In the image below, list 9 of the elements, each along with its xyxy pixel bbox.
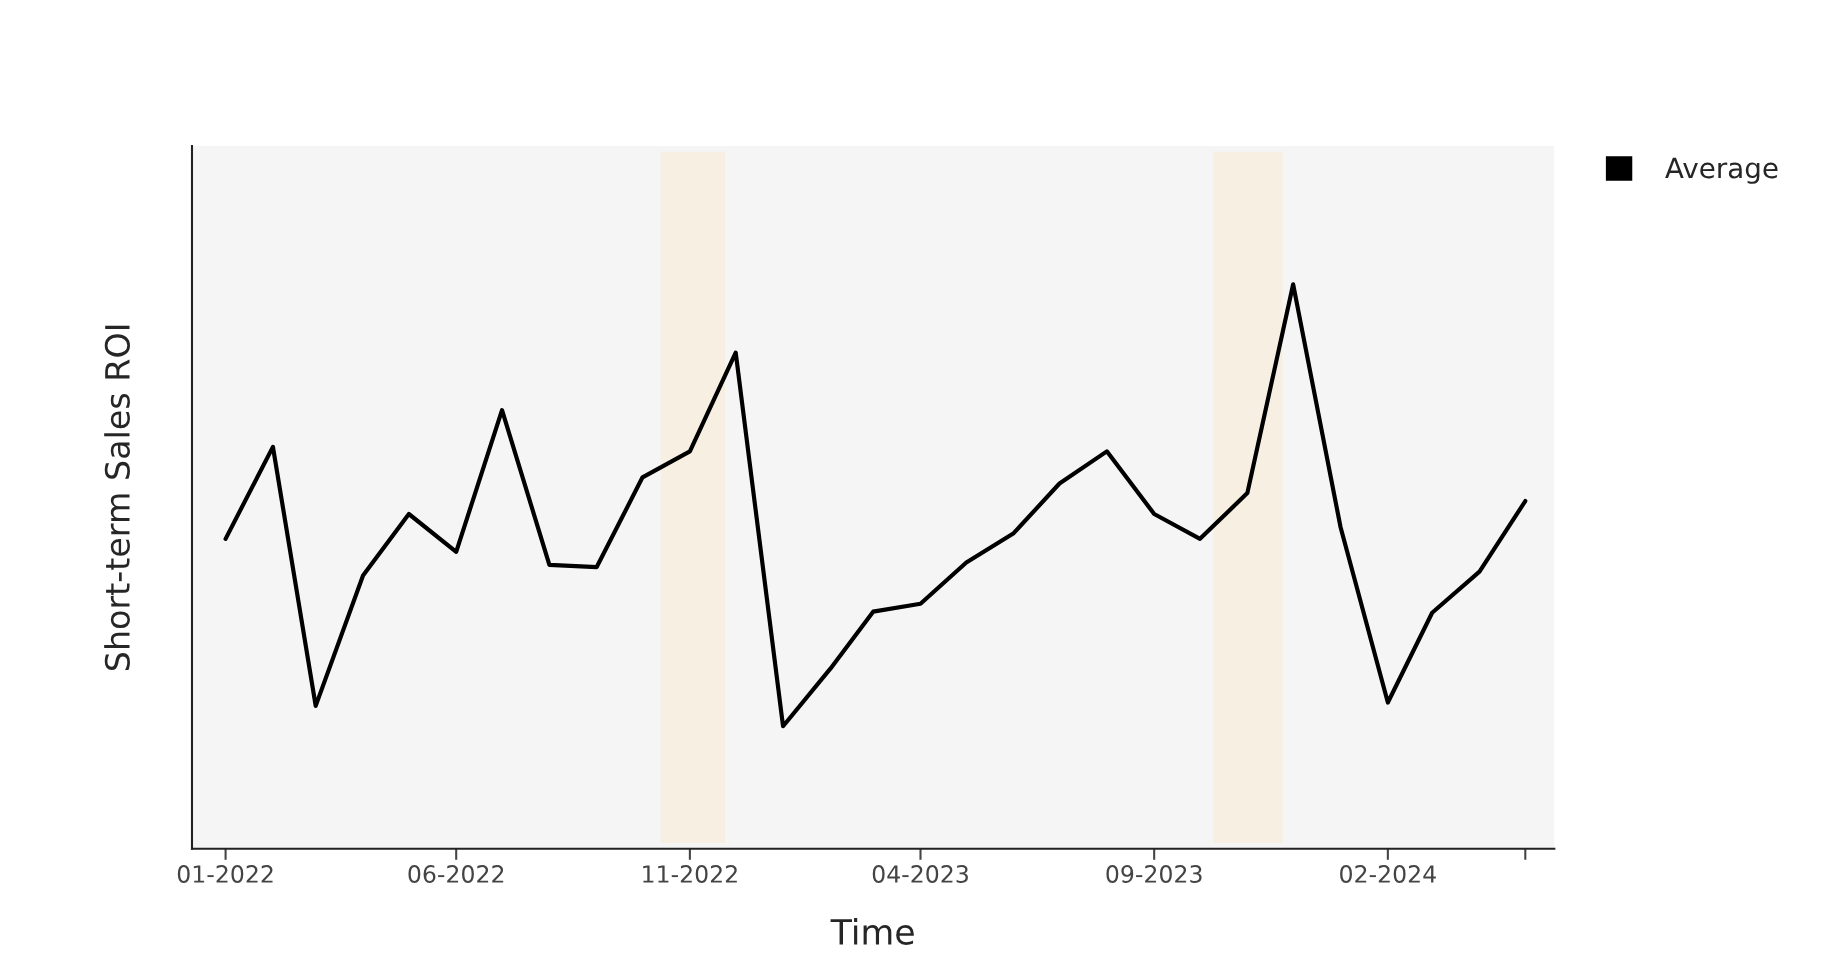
x-tick-label: 11-2022 xyxy=(643,865,737,883)
x-tick-label: 04-2023 xyxy=(872,865,968,883)
x-tick-label: 09-2023 xyxy=(1106,865,1202,883)
legend-label: Average xyxy=(1665,157,1778,184)
x-tick-label: 06-2022 xyxy=(408,865,504,883)
x-axis-title: Time xyxy=(830,918,914,945)
y-axis-title: Short-term Sales ROI xyxy=(104,325,130,671)
x-tick-label: 02-2024 xyxy=(1340,865,1436,883)
x-tick-label: 01-2022 xyxy=(177,865,273,883)
